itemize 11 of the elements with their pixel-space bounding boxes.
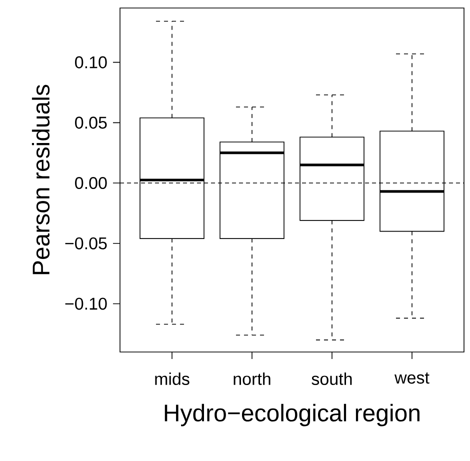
x-tick-label: west xyxy=(394,372,430,384)
x-axis-title: Hydro−ecological region xyxy=(164,404,420,426)
y-tick-label: −0.05 xyxy=(65,237,107,250)
y-axis-title: Pearson residuals xyxy=(32,84,50,274)
x-tick-label: south xyxy=(312,372,352,386)
y-tick-label: 0.10 xyxy=(75,56,107,68)
x-tick-label: north xyxy=(234,372,270,386)
y-tick-label: 0.00 xyxy=(75,176,107,190)
y-tick-label: −0.10 xyxy=(65,298,107,310)
x-tick-label: mids xyxy=(155,372,190,386)
y-tick-label: 0.05 xyxy=(75,116,107,129)
